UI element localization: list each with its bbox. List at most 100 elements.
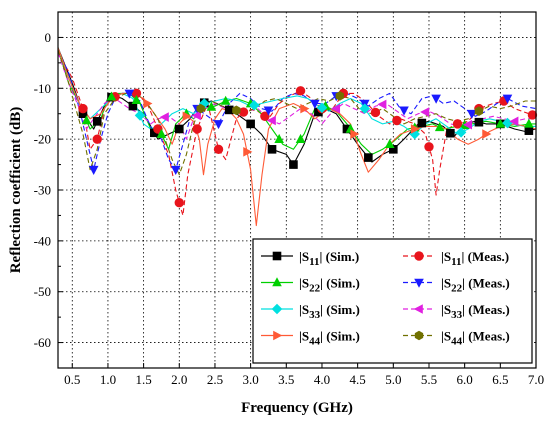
series-marker-3 xyxy=(434,121,445,132)
series-marker-6 xyxy=(462,119,473,130)
series-marker-6 xyxy=(266,115,276,126)
series-marker-5 xyxy=(502,117,513,129)
series-marker-5 xyxy=(359,103,371,114)
series-marker-7 xyxy=(243,147,253,157)
series-marker-3 xyxy=(156,128,167,138)
legend-marker-6 xyxy=(413,304,423,314)
y-tick-label: -20 xyxy=(34,132,51,147)
y-tick-label: 0 xyxy=(45,30,52,45)
series-marker-7 xyxy=(182,111,192,122)
series-marker-2 xyxy=(92,134,102,144)
series-marker-4 xyxy=(88,165,99,175)
series-marker-3 xyxy=(295,133,306,143)
series-marker-2 xyxy=(213,144,224,155)
x-tick-label: 5.5 xyxy=(421,372,437,387)
legend-label-3: |S22| (Sim.) xyxy=(299,276,360,295)
legend-marker-5 xyxy=(271,303,283,315)
x-tick-label: 6.0 xyxy=(457,372,473,387)
x-tick-label: 0.5 xyxy=(64,372,80,387)
series-marker-7 xyxy=(410,124,421,134)
series-marker-1 xyxy=(342,124,352,134)
x-tick-label: 6.5 xyxy=(492,372,508,387)
series-marker-6 xyxy=(420,107,430,117)
series-marker-5 xyxy=(409,128,421,140)
series-marker-2 xyxy=(78,103,88,114)
series-line-8 xyxy=(57,49,536,176)
y-tick-label: -10 xyxy=(34,81,51,96)
series-marker-2 xyxy=(370,107,381,118)
series-marker-8 xyxy=(335,91,344,101)
series-marker-1 xyxy=(314,107,323,117)
series-marker-3 xyxy=(345,123,356,133)
series-marker-4 xyxy=(213,120,224,130)
series-marker-4 xyxy=(263,106,274,116)
series-marker-3 xyxy=(131,94,142,104)
x-tick-label: 1.0 xyxy=(100,372,116,387)
legend-label-4: |S22| (Meas.) xyxy=(441,276,510,295)
series-marker-4 xyxy=(502,94,513,104)
series-marker-8 xyxy=(232,105,241,116)
legend-marker-1 xyxy=(272,251,282,261)
x-tick-label: 1.5 xyxy=(135,372,151,387)
x-tick-label: 5.0 xyxy=(385,372,401,387)
series-marker-6 xyxy=(509,116,519,127)
series-marker-2 xyxy=(392,115,402,126)
series-marker-1 xyxy=(224,105,234,115)
series-marker-6 xyxy=(191,110,201,121)
series-marker-3 xyxy=(274,133,284,143)
series-marker-2 xyxy=(527,110,538,120)
series-marker-3 xyxy=(495,118,506,128)
y-axis-title: Reflection coefficient (dB) xyxy=(8,107,24,274)
series-marker-2 xyxy=(174,198,184,208)
legend-label-6: |S33| (Meas.) xyxy=(441,302,510,321)
series-marker-1 xyxy=(267,145,277,154)
series-marker-4 xyxy=(399,106,409,116)
y-tick-label: -40 xyxy=(34,233,51,248)
series-marker-1 xyxy=(150,128,159,138)
x-tick-label: 3.5 xyxy=(278,372,294,387)
series-marker-2 xyxy=(424,142,434,152)
legend-marker-2 xyxy=(414,251,424,261)
series-marker-1 xyxy=(78,109,88,119)
series-marker-6 xyxy=(330,103,341,114)
series-marker-2 xyxy=(260,111,270,121)
series-marker-7 xyxy=(300,103,310,114)
series-marker-6 xyxy=(377,99,387,110)
series-marker-7 xyxy=(482,129,492,139)
y-tick-label: -60 xyxy=(34,335,51,350)
series-marker-3 xyxy=(106,91,117,101)
series-marker-4 xyxy=(170,165,181,175)
series-marker-3 xyxy=(206,101,217,111)
series-marker-1 xyxy=(128,101,138,111)
series-marker-1 xyxy=(389,145,398,154)
series-marker-1 xyxy=(289,160,298,169)
series-marker-7 xyxy=(143,98,153,109)
series-marker-5 xyxy=(248,99,260,111)
legend-label-5: |S33| (Sim.) xyxy=(299,302,360,321)
series-marker-3 xyxy=(384,138,395,149)
series-marker-2 xyxy=(238,107,249,117)
y-tick-label: -30 xyxy=(34,183,51,198)
series-marker-3 xyxy=(220,95,231,105)
series-marker-2 xyxy=(192,124,202,134)
series-marker-1 xyxy=(474,117,484,127)
x-tick-label: 2.5 xyxy=(207,372,223,387)
series-marker-2 xyxy=(452,119,463,129)
series-marker-1 xyxy=(417,118,427,128)
x-tick-label: 2.0 xyxy=(171,372,187,387)
series-marker-1 xyxy=(246,119,255,129)
series-marker-3 xyxy=(81,115,92,125)
series-markers xyxy=(78,86,538,208)
legend-marker-7 xyxy=(273,330,283,341)
series-marker-2 xyxy=(295,86,306,96)
series-marker-2 xyxy=(131,88,142,99)
series-marker-1 xyxy=(364,153,373,162)
series-marker-5 xyxy=(455,127,467,138)
series-marker-8 xyxy=(196,103,205,114)
x-tick-label: 7.0 xyxy=(528,372,544,387)
y-tick-label: -50 xyxy=(34,284,51,299)
series-marker-1 xyxy=(174,124,184,134)
legend-marker-8 xyxy=(414,330,424,341)
series-marker-4 xyxy=(431,94,441,104)
